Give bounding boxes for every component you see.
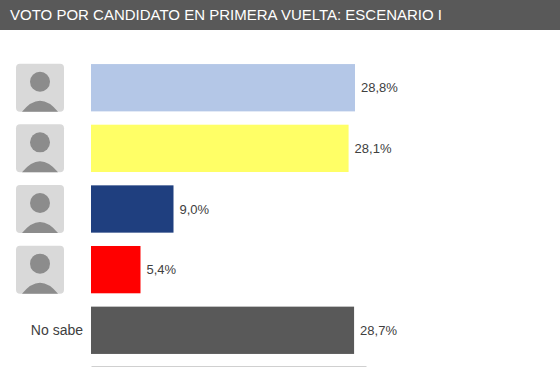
tick-label: No sabe [31, 322, 83, 338]
bars [91, 64, 355, 354]
avatar [16, 64, 64, 112]
avatar-frame [16, 64, 64, 112]
data-label: 28,8% [361, 80, 398, 95]
chart: VOTO POR CANDIDATO EN PRIMERA VUELTA: ES… [0, 0, 560, 390]
axis-line [92, 366, 367, 367]
tick: No sabe [31, 322, 91, 338]
avatar [16, 185, 64, 233]
avatar-head [30, 254, 50, 274]
bar [91, 125, 349, 172]
bar [91, 307, 354, 354]
avatar-frame [16, 185, 64, 233]
avatar-body [22, 283, 58, 294]
avatar-frame [16, 124, 64, 172]
avatar-body [22, 161, 58, 172]
bar [91, 64, 355, 111]
avatar [16, 124, 64, 172]
data-label: 28,7% [360, 323, 397, 338]
data-labels: 28,8% 28,1% 9,0% 5,4% 28,7% [147, 80, 399, 338]
data-label: 9,0% [180, 202, 210, 217]
avatars [16, 64, 64, 294]
y-axis: No sabe [31, 88, 91, 338]
x-axis [92, 366, 367, 367]
avatar-body [22, 222, 58, 233]
title: VOTO POR CANDIDATO EN PRIMERA VUELTA: ES… [10, 6, 442, 23]
avatar [16, 246, 64, 294]
data-label: 5,4% [147, 262, 177, 277]
title-bar [0, 0, 560, 30]
avatar-frame [16, 246, 64, 294]
bar [91, 185, 174, 232]
avatar-head [30, 193, 50, 213]
avatar-head [30, 72, 50, 92]
avatar-body [22, 101, 58, 112]
avatar-head [30, 132, 50, 152]
bar [91, 246, 141, 293]
data-label: 28,1% [355, 141, 392, 156]
